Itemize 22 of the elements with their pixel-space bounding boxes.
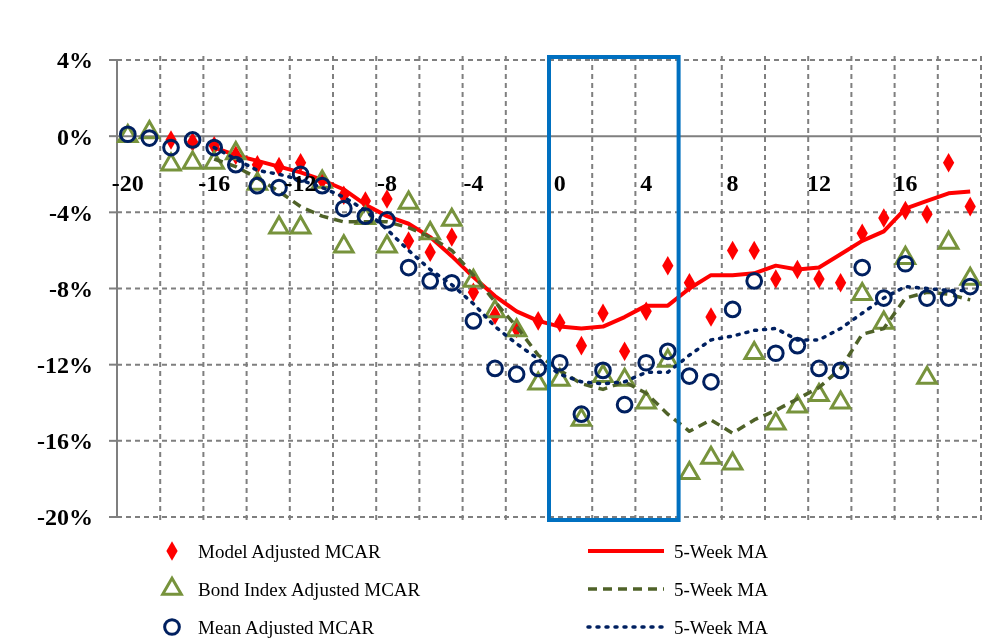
y-tick-label: -4% [49,199,93,226]
legend-label: Bond Index Adjusted MCAR [198,578,421,600]
x-tick-label: 8 [726,169,739,196]
legend-label: 5-Week MA [674,540,769,562]
y-tick-label: 4% [57,47,93,74]
x-tick-label: 4 [640,169,653,196]
x-tick-label: -16 [198,169,231,196]
x-tick-label: -20 [111,169,144,196]
y-tick-label: -16% [37,428,93,455]
x-tick-label: 0 [553,169,566,196]
y-tick-label: -8% [49,275,93,302]
legend-label: Mean Adjusted MCAR [198,616,375,638]
y-tick-label: -20% [37,504,93,531]
legend-label: 5-Week MA [674,616,769,638]
x-tick-label: -8 [377,169,397,196]
x-tick-label: 12 [807,169,831,196]
legend-label: 5-Week MA [674,578,769,600]
legend-label: Model Adjusted MCAR [198,540,381,562]
y-tick-label: -12% [37,352,93,379]
x-tick-label: 16 [893,169,918,196]
x-tick-label: -4 [463,169,484,196]
y-tick-label: 0% [57,123,93,150]
